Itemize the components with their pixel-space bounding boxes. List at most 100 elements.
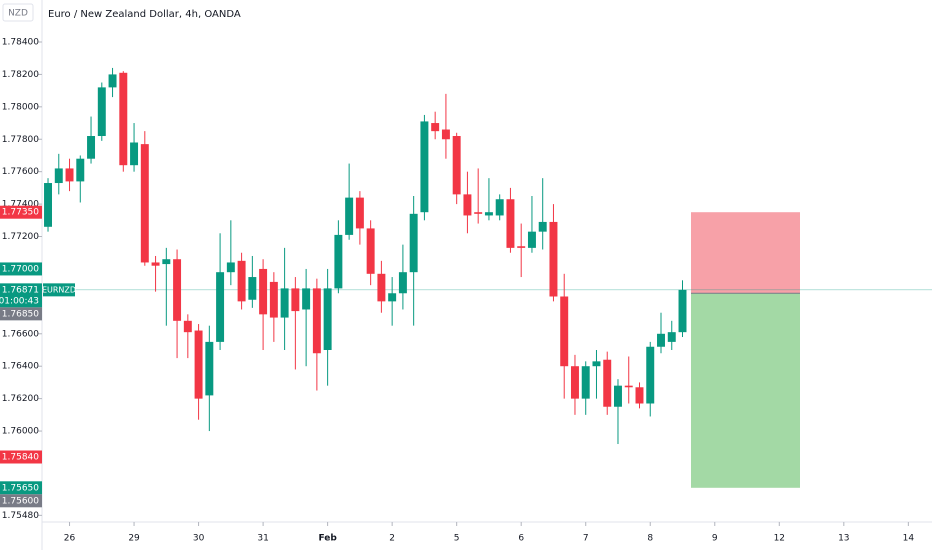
y-tick-label: 1.75480 xyxy=(2,511,39,521)
candle-body xyxy=(409,213,418,273)
target-zone xyxy=(691,293,800,488)
y-tick-label: 1.76200 xyxy=(2,394,39,404)
candle-body xyxy=(549,221,558,297)
symbol-tag-box xyxy=(43,283,75,297)
x-tick-label: 31 xyxy=(257,534,268,544)
candle-body xyxy=(366,228,375,274)
candle-body xyxy=(431,123,440,132)
candle-body xyxy=(312,288,321,354)
candle-body xyxy=(517,246,526,248)
candle-body xyxy=(323,288,332,350)
candle-body xyxy=(302,288,311,310)
candle-body xyxy=(162,259,171,265)
candle-body xyxy=(87,136,96,159)
candle-body xyxy=(678,289,687,333)
candle-body xyxy=(506,199,515,248)
candle-body xyxy=(624,385,633,388)
candle-body xyxy=(495,199,504,216)
price-label-box xyxy=(0,307,42,321)
x-tick-label: 9 xyxy=(712,534,718,544)
candle-body xyxy=(345,197,354,235)
symbol-tag: EURNZD xyxy=(42,285,76,294)
candle-body xyxy=(463,194,472,216)
candle-body xyxy=(420,121,429,213)
price-label: 1.75600 xyxy=(2,496,39,506)
candle-body xyxy=(667,332,676,342)
x-tick-label: 8 xyxy=(647,534,653,544)
candle-body xyxy=(614,385,622,407)
candle-body xyxy=(474,212,483,214)
y-tick-label: 1.78400 xyxy=(2,37,39,47)
x-tick-label: 29 xyxy=(128,534,140,544)
candle-body xyxy=(334,234,343,289)
price-label-box xyxy=(0,450,42,464)
candle-body xyxy=(248,277,257,300)
candle-body xyxy=(140,144,149,263)
candle-body xyxy=(216,272,225,342)
price-label: 1.75840 xyxy=(2,452,39,462)
candle-body xyxy=(76,158,85,182)
candle-body xyxy=(592,361,601,367)
y-tick-label: 1.77400 xyxy=(2,200,39,210)
price-label: 1.77000 xyxy=(2,264,39,274)
price-label: 1.75650 xyxy=(2,483,39,493)
candle-body xyxy=(441,129,450,140)
candle-body xyxy=(484,212,493,216)
x-tick-label: 2 xyxy=(389,534,395,544)
candle-body xyxy=(570,366,579,399)
candle-body xyxy=(44,183,53,227)
candle-body xyxy=(560,296,569,367)
candle-body xyxy=(355,197,364,229)
price-label-box xyxy=(0,205,42,219)
candle-body xyxy=(237,260,246,302)
candle-body xyxy=(108,74,117,88)
candle-body xyxy=(130,142,139,166)
candle-body xyxy=(581,366,590,399)
stop-zone xyxy=(691,212,800,294)
candle-body xyxy=(538,221,547,232)
candle-body xyxy=(291,288,300,312)
price-label-box xyxy=(0,262,42,276)
candle-body xyxy=(65,168,74,182)
candle-body xyxy=(226,262,235,273)
candle-body xyxy=(194,330,203,399)
price-label: 1.76850 xyxy=(2,309,39,319)
x-tick-label: 14 xyxy=(903,534,915,544)
x-tick-label: 30 xyxy=(193,534,205,544)
candle-body xyxy=(657,333,665,347)
x-tick-label: 13 xyxy=(838,534,849,544)
candle-body xyxy=(183,320,192,333)
y-tick-label: 1.78000 xyxy=(2,102,39,112)
price-label: 1.76871 xyxy=(2,285,39,295)
candle-body xyxy=(151,262,160,266)
y-tick-label: 1.78200 xyxy=(2,70,39,80)
x-tick-label: Feb xyxy=(318,534,337,544)
candle-body xyxy=(377,273,386,302)
countdown: 01:00:43 xyxy=(0,296,39,306)
currency-box[interactable] xyxy=(2,3,34,22)
y-tick-label: 1.76000 xyxy=(2,427,39,437)
y-tick-label: 1.77800 xyxy=(2,135,39,145)
price-label: 1.77350 xyxy=(2,208,39,218)
candle-body xyxy=(452,136,461,195)
currency: NZD xyxy=(8,9,28,19)
price-label-box xyxy=(0,481,42,495)
x-tick-label: 7 xyxy=(583,534,589,544)
candle-body xyxy=(388,293,397,302)
candle-body xyxy=(205,341,214,396)
candle-body xyxy=(527,231,536,248)
candle-body xyxy=(259,268,268,315)
candle-body xyxy=(269,281,278,318)
x-tick-label: 5 xyxy=(454,534,460,544)
candle-body xyxy=(173,259,182,321)
y-tick-label: 1.76600 xyxy=(2,329,39,339)
price-label-box xyxy=(0,283,42,308)
candle-body xyxy=(635,387,644,404)
y-tick-label: 1.76400 xyxy=(2,362,39,372)
x-tick-label: 6 xyxy=(518,534,524,544)
candle-body xyxy=(54,168,63,184)
y-tick-label: 1.77200 xyxy=(2,232,39,242)
x-tick-label: 26 xyxy=(64,534,76,544)
candle-body xyxy=(280,288,289,318)
candle-body xyxy=(119,72,128,166)
